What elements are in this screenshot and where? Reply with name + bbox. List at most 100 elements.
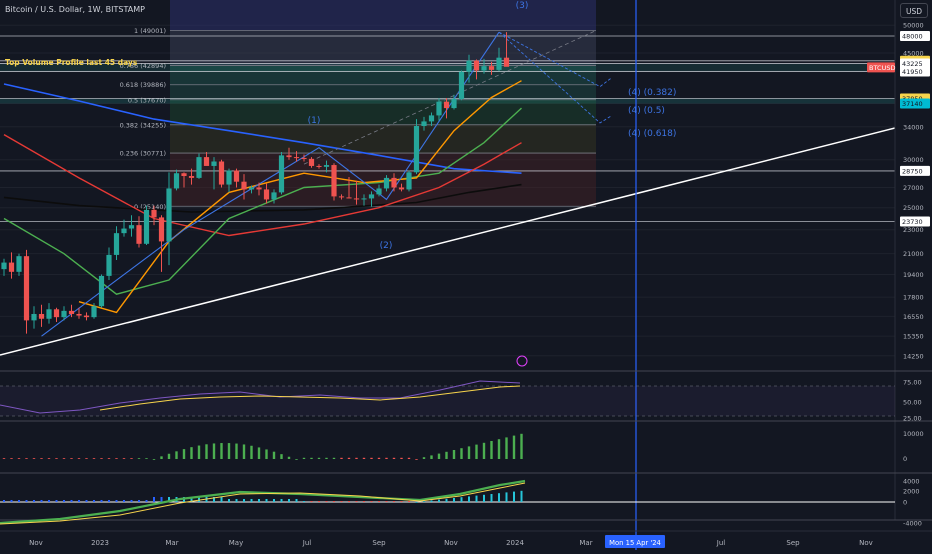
time-axis-label: May bbox=[229, 539, 243, 547]
candle-body bbox=[331, 165, 336, 196]
price-tag-label: 28750 bbox=[902, 167, 923, 175]
fib-label: 1 (49001) bbox=[134, 27, 166, 35]
price-tick-label: 16550 bbox=[903, 313, 924, 321]
histogram-bar bbox=[393, 458, 395, 459]
wave-label: (4) (0.5) bbox=[628, 106, 665, 116]
histogram-bar bbox=[445, 452, 447, 459]
time-axis-label: Jul bbox=[302, 539, 312, 547]
macd-bar bbox=[393, 501, 395, 502]
macd-bar bbox=[483, 495, 485, 502]
candle-body bbox=[61, 311, 66, 317]
histogram-bar bbox=[85, 458, 87, 459]
candle-body bbox=[151, 210, 156, 218]
histogram-bar bbox=[453, 450, 455, 459]
candle-body bbox=[294, 157, 299, 158]
histogram-bar bbox=[333, 458, 335, 459]
symbol-title[interactable]: Bitcoin / U.S. Dollar, 1W, BITSTAMP bbox=[5, 5, 145, 14]
candle-body bbox=[249, 187, 254, 189]
candle-body bbox=[256, 187, 261, 189]
rsi-axis-label: 50.00 bbox=[903, 399, 922, 407]
histogram-bar bbox=[205, 444, 207, 459]
macd-bar bbox=[243, 499, 245, 502]
price-tick-label: 30000 bbox=[903, 156, 924, 164]
histogram-bar bbox=[415, 459, 417, 460]
macd-bar bbox=[468, 496, 470, 502]
histogram-bar bbox=[273, 452, 275, 459]
candle-body bbox=[436, 102, 441, 116]
histogram-bar bbox=[438, 454, 440, 459]
candle-body bbox=[414, 126, 419, 172]
wave-label: (2) bbox=[380, 241, 393, 251]
macd-axis-label: -4000 bbox=[903, 520, 922, 528]
histogram-bar bbox=[295, 459, 297, 460]
candle-body bbox=[121, 229, 126, 234]
histogram-bar bbox=[318, 458, 320, 459]
histogram-bar bbox=[460, 448, 462, 459]
volume-profile-label: Top Volume Profile last 45 days bbox=[5, 58, 137, 67]
histogram-bar bbox=[123, 458, 125, 459]
macd-bar bbox=[386, 501, 388, 502]
macd-bar bbox=[461, 497, 463, 502]
candle-body bbox=[421, 121, 426, 126]
candle-body bbox=[339, 196, 344, 197]
macd-bar bbox=[453, 498, 455, 502]
candle-body bbox=[39, 314, 44, 319]
price-tag-label: BTCUSD bbox=[869, 64, 895, 72]
candle-body bbox=[451, 99, 456, 108]
histogram-bar bbox=[258, 447, 260, 459]
candle-body bbox=[24, 256, 29, 320]
histogram-bar bbox=[93, 458, 95, 459]
histogram-bar bbox=[168, 454, 170, 459]
candle-body bbox=[504, 58, 509, 67]
histogram-bar bbox=[288, 457, 290, 459]
volume-axis-label: 10000 bbox=[903, 430, 924, 438]
macd-bar bbox=[131, 500, 133, 502]
candle-body bbox=[369, 194, 374, 198]
histogram-bar bbox=[490, 441, 492, 459]
fib-zone-4 bbox=[170, 100, 596, 125]
macd-bar bbox=[371, 501, 373, 502]
histogram-bar bbox=[303, 458, 305, 459]
macd-bar bbox=[161, 497, 163, 502]
histogram-bar bbox=[10, 458, 12, 459]
currency-button[interactable]: USD bbox=[900, 3, 928, 18]
candle-body bbox=[76, 314, 81, 316]
macd-bar bbox=[63, 500, 65, 502]
candle-body bbox=[316, 166, 321, 167]
macd-bar bbox=[416, 502, 418, 503]
price-tick-label: 21000 bbox=[903, 250, 924, 258]
candle-body bbox=[354, 198, 359, 199]
wave-label: (4) (0.382) bbox=[628, 88, 676, 98]
macd-axis-label: 0 bbox=[903, 499, 907, 507]
histogram-bar bbox=[18, 458, 20, 459]
macd-bar bbox=[123, 500, 125, 502]
candle-body bbox=[166, 188, 171, 241]
histogram-bar bbox=[175, 451, 177, 459]
macd-bar bbox=[281, 499, 283, 502]
histogram-bar bbox=[483, 443, 485, 459]
rsi-axis-label: 25.00 bbox=[903, 415, 922, 423]
histogram-bar bbox=[25, 458, 27, 459]
candle-body bbox=[384, 178, 389, 189]
candle-body bbox=[376, 188, 381, 194]
histogram-bar bbox=[475, 445, 477, 459]
fib-label: 0.236 (30771) bbox=[120, 150, 166, 158]
candle-body bbox=[286, 155, 291, 157]
macd-bar bbox=[318, 501, 320, 502]
histogram-bar bbox=[3, 458, 5, 459]
macd-bar bbox=[18, 500, 20, 502]
wave-label: (3) bbox=[516, 1, 529, 11]
histogram-bar bbox=[183, 449, 185, 459]
macd-bar bbox=[498, 493, 500, 502]
candle-body bbox=[241, 182, 246, 190]
time-axis-label: Nov bbox=[859, 539, 873, 547]
price-tick-label: 25000 bbox=[903, 204, 924, 212]
macd-bar bbox=[273, 499, 275, 502]
macd-bar bbox=[446, 499, 448, 502]
candle-body bbox=[106, 255, 111, 276]
candle-body bbox=[196, 157, 201, 178]
histogram-bar bbox=[468, 446, 470, 459]
histogram-bar bbox=[160, 456, 162, 459]
